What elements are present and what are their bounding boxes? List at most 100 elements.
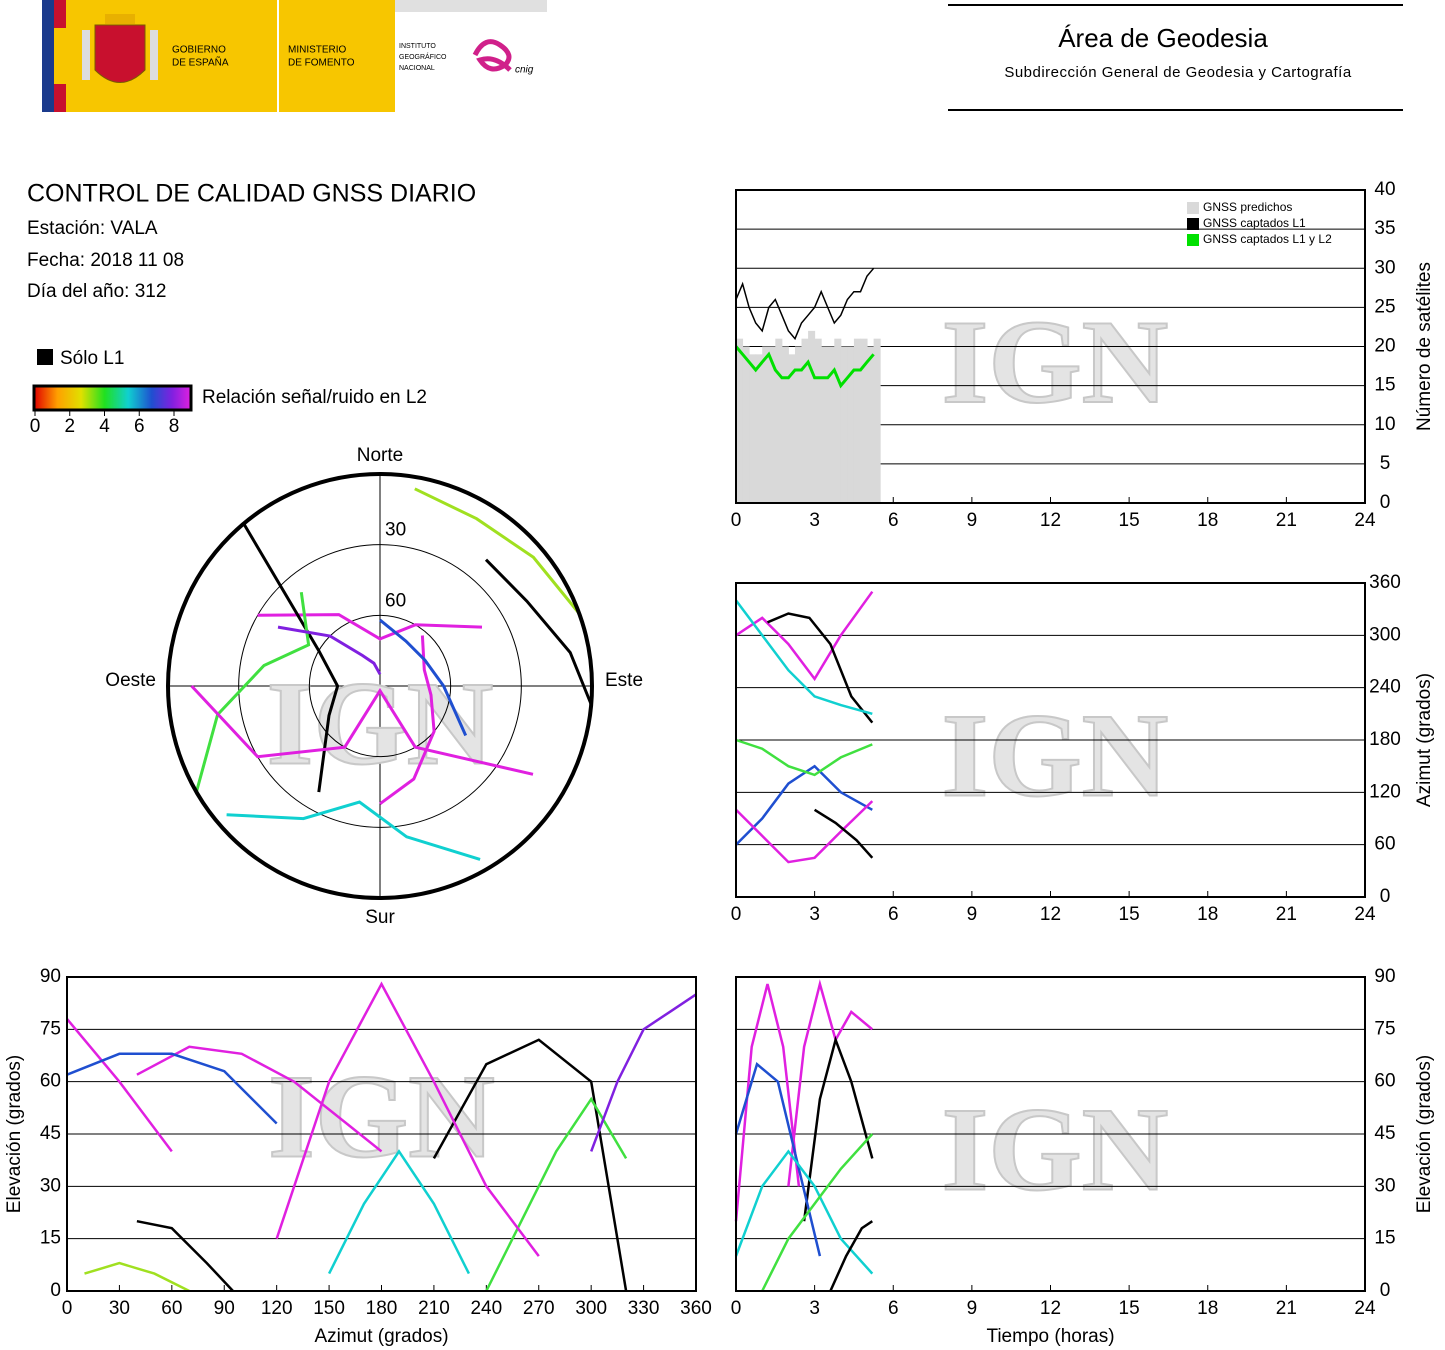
x-tick-label: 0: [62, 1298, 73, 1319]
x-tick-label: 15: [1119, 904, 1140, 925]
track: [275, 981, 540, 1257]
gov-text: GOBIERNO: [172, 45, 226, 56]
institute-text: NACIONAL: [399, 65, 435, 72]
x-tick-label: 330: [628, 1298, 660, 1319]
x-tick-label: 12: [1040, 1298, 1061, 1319]
report-station: Estación: VALA: [27, 218, 158, 239]
x-tick-label: 18: [1197, 1298, 1218, 1319]
watermark: IGN: [267, 657, 494, 790]
track: [84, 1261, 190, 1293]
x-tick-label: 270: [523, 1298, 555, 1319]
x-tick-label: 15: [1119, 1298, 1140, 1319]
x-tick-label: 15: [1119, 510, 1140, 531]
plot-frame: [735, 976, 1366, 1292]
bar: [775, 338, 783, 503]
series-line: [734, 345, 875, 389]
x-tick-label: 18: [1197, 510, 1218, 531]
report-date: Fecha: 2018 11 08: [27, 250, 184, 271]
track: [590, 993, 697, 1152]
track: [734, 1149, 874, 1275]
bar: [755, 354, 763, 503]
track: [136, 1045, 383, 1153]
x-tick-label: 3: [809, 904, 820, 925]
bar: [788, 354, 796, 503]
x-tick-label: 21: [1276, 1298, 1297, 1319]
track: [767, 612, 874, 724]
x-tick-label: 21: [1276, 510, 1297, 531]
y-tick-label: 360: [1369, 572, 1401, 593]
ring-label: 60: [385, 590, 406, 611]
bar: [860, 338, 868, 503]
x-tick-label: 210: [418, 1298, 450, 1319]
track: [327, 1149, 471, 1275]
sky-track: [484, 558, 593, 706]
y-tick-label: 20: [1374, 336, 1395, 357]
y-tick-label: 0: [1380, 492, 1391, 513]
y-tick-label: 300: [1369, 624, 1401, 645]
bar: [736, 338, 744, 503]
bar: [840, 346, 848, 503]
legend-swatch: [1187, 202, 1199, 214]
bar: [749, 354, 757, 503]
track: [829, 1220, 873, 1292]
x-tick-label: 240: [470, 1298, 502, 1319]
track: [735, 800, 874, 864]
y-tick-label: 75: [40, 1018, 61, 1039]
plot-frame: [66, 976, 697, 1292]
legend-label: GNSS captados L1 y L2: [1203, 232, 1332, 246]
l1-label: Sólo L1: [60, 348, 124, 369]
track: [485, 1096, 628, 1292]
track: [735, 599, 873, 716]
series-line: [735, 267, 875, 341]
y-tick-label: 10: [1374, 414, 1395, 435]
track: [813, 808, 874, 859]
y-tick-label: 30: [1374, 257, 1395, 278]
x-tick-label: 18: [1197, 904, 1218, 925]
area-subtitle: Subdirección General de Geodesia y Carto…: [1004, 64, 1352, 81]
y-tick-label: 90: [1374, 966, 1395, 987]
colorbar-tick-label: 2: [64, 416, 75, 437]
x-axis-label: Azimut (grados): [314, 1326, 448, 1347]
watermark: IGN: [942, 1083, 1169, 1216]
x-tick-label: 30: [109, 1298, 130, 1319]
legend-label: GNSS predichos: [1203, 200, 1292, 214]
x-tick-label: 3: [809, 1298, 820, 1319]
x-tick-label: 0: [731, 510, 742, 531]
x-tick-label: 0: [731, 1298, 742, 1319]
institute-text: GEOGRÁFICO: [399, 52, 447, 61]
x-tick-label: 150: [313, 1298, 345, 1319]
x-tick-label: 360: [680, 1298, 712, 1319]
y-tick-label: 75: [1374, 1018, 1395, 1039]
sky-track: [277, 625, 382, 675]
bar: [768, 346, 776, 503]
y-axis-label: Elevación (grados): [1414, 1055, 1435, 1213]
colorbar-tick-label: 4: [99, 416, 110, 437]
y-tick-label: 240: [1369, 677, 1401, 698]
y-tick-label: 25: [1374, 296, 1395, 317]
x-tick-label: 9: [967, 1298, 978, 1319]
colorbar-tick-label: 0: [30, 416, 41, 437]
bar: [873, 338, 881, 503]
bar: [847, 346, 855, 503]
track: [761, 1133, 874, 1292]
colorbar-tick-label: 6: [134, 416, 145, 437]
x-tick-label: 60: [161, 1298, 182, 1319]
bar: [867, 346, 875, 503]
track: [66, 1018, 173, 1153]
bar: [814, 338, 822, 503]
x-tick-label: 9: [967, 510, 978, 531]
y-tick-label: 60: [40, 1071, 61, 1092]
x-tick-label: 12: [1040, 904, 1061, 925]
gov-text: DE ESPAÑA: [172, 56, 229, 69]
dir-label: Sur: [365, 907, 395, 928]
y-tick-label: 180: [1369, 729, 1401, 750]
y-tick-label: 40: [1374, 179, 1395, 200]
sky-track: [226, 800, 481, 861]
bar: [827, 346, 835, 503]
y-tick-label: 15: [40, 1228, 61, 1249]
track: [66, 1052, 278, 1125]
bar: [801, 338, 809, 503]
track: [734, 1062, 822, 1257]
x-tick-label: 300: [575, 1298, 607, 1319]
bar: [853, 338, 861, 503]
